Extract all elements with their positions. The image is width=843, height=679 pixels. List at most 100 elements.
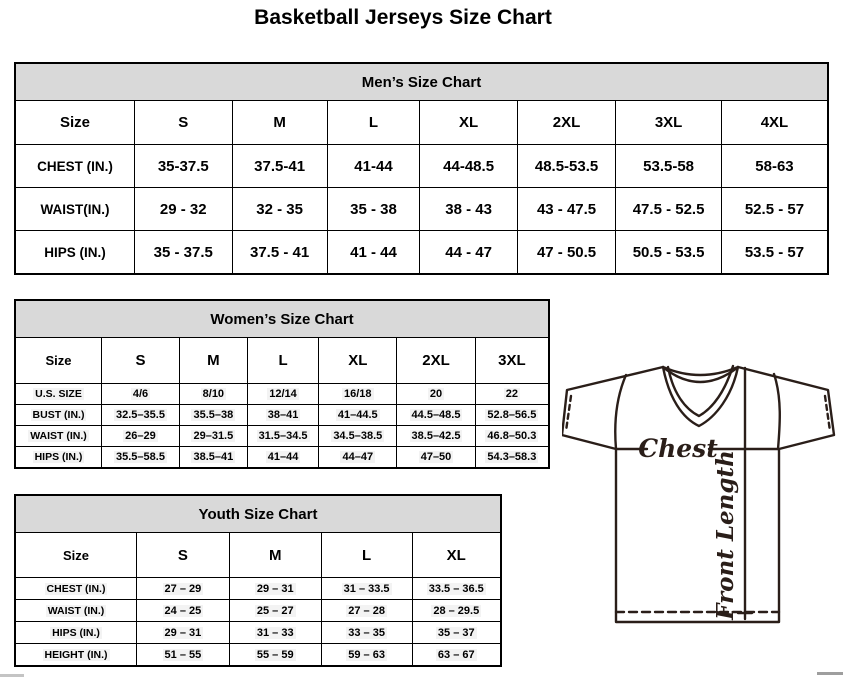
table-cell: 29 – 31 — [228, 577, 322, 600]
row-label-text: HIPS (IN.) — [32, 451, 85, 463]
row-label-text: HIPS (IN.) — [44, 244, 106, 260]
table-cell-text: 35 – 37 — [435, 626, 477, 639]
row-label: WAIST (IN.) — [14, 599, 137, 622]
table-cell-text: 50.5 - 53.5 — [632, 243, 705, 261]
table-cell-text: 28 – 29.5 — [431, 604, 482, 617]
table-cell-text: 27 – 28 — [346, 604, 387, 617]
table-cell: 31 – 33.5 — [320, 577, 413, 600]
table-cell-text: 53.5 - 57 — [744, 243, 805, 261]
table-cell: 44–47 — [318, 446, 398, 469]
mens-chart-title: Men’s Size Chart — [14, 62, 829, 101]
row-label: BUST (IN.) — [14, 404, 102, 426]
table-cell: 32 - 35 — [231, 187, 328, 231]
table-row: HIPS (IN.) 29 – 31 31 – 33 33 – 35 35 – 37 — [14, 621, 502, 644]
table-cell-text: 29 - 32 — [159, 200, 207, 218]
table-cell: 50.5 - 53.5 — [615, 230, 722, 275]
table-cell-text: 16/18 — [342, 388, 374, 400]
row-label-text: U.S. SIZE — [33, 388, 84, 400]
womens-chart-title: Women’s Size Chart — [14, 299, 550, 338]
column-header: L — [246, 337, 320, 384]
table-cell-text: 41 - 44 — [350, 243, 397, 261]
table-cell-text: 47 - 50.5 — [536, 243, 597, 261]
table-cell: 38–41 — [246, 404, 320, 426]
left-sleeve-stitch-dashes — [564, 394, 573, 433]
table-cell: 35 - 38 — [326, 187, 421, 231]
table-cell: 32.5–35.5 — [101, 404, 180, 426]
row-label-text: WAIST (IN.) — [45, 604, 107, 617]
row-label-text: HIPS (IN.) — [50, 626, 102, 639]
table-cell-text: 35.5–38 — [191, 409, 236, 421]
table-cell: 35.5–58.5 — [101, 446, 180, 469]
column-header: 4XL — [720, 100, 829, 145]
table-row: WAIST (IN.) 24 – 25 25 – 27 27 – 28 28 – 29.… — [14, 599, 502, 622]
table-cell: 51 – 55 — [136, 643, 230, 667]
table-cell: 29–31.5 — [178, 425, 248, 447]
table-cell: 26–29 — [101, 425, 180, 447]
column-header: Size — [14, 100, 135, 145]
table-cell: 35-37.5 — [134, 144, 233, 188]
table-cell-text: 4/6 — [130, 388, 151, 400]
table-cell-text: 12/14 — [267, 388, 299, 400]
row-label-text: HEIGHT (IN.) — [42, 648, 110, 661]
column-header: M — [231, 100, 328, 145]
table-cell: 25 – 27 — [228, 599, 322, 622]
table-cell-text: 58-63 — [755, 157, 794, 175]
table-cell: 53.5 - 57 — [720, 230, 829, 275]
row-label-text: BUST (IN.) — [30, 409, 87, 421]
table-cell-text: 41–44.5 — [335, 409, 380, 421]
table-cell: 29 – 31 — [136, 621, 230, 644]
table-cell: 41-44 — [326, 144, 421, 188]
scrollbar-fragment-left[interactable] — [0, 674, 24, 677]
table-cell: 38.5–42.5 — [396, 425, 476, 447]
table-title-row: Youth Size Chart — [14, 494, 502, 533]
column-header: Size — [14, 337, 102, 384]
table-cell: 35 - 37.5 — [134, 230, 233, 275]
table-cell: 16/18 — [318, 383, 398, 405]
table-cell-text: 47.5 - 52.5 — [632, 200, 705, 218]
table-cell: 63 – 67 — [411, 643, 502, 667]
scrollbar-fragment-right[interactable] — [817, 672, 843, 675]
table-cell-text: 29 – 31 — [254, 582, 296, 595]
table-row: BUST (IN.) 32.5–35.5 35.5–38 38–41 41–44.5 44… — [14, 404, 550, 426]
table-cell: 31 – 33 — [228, 621, 322, 644]
table-cell-text: 32.5–35.5 — [114, 409, 167, 421]
table-row: HIPS (IN.) 35.5–58.5 38.5–41 41–44 44–47 47–5… — [14, 446, 550, 469]
table-cell: 41 - 44 — [326, 230, 421, 275]
table-cell-text: 51 – 55 — [162, 648, 204, 661]
table-cell-text: 31.5–34.5 — [256, 430, 310, 442]
table-cell: 55 – 59 — [228, 643, 322, 667]
table-cell-text: 35.5–58.5 — [114, 451, 167, 463]
chest-label: Chest — [638, 434, 718, 463]
table-cell-text: 37.5-41 — [254, 157, 306, 175]
column-header: L — [326, 100, 421, 145]
table-cell-text: 44–47 — [340, 451, 376, 463]
table-row: WAIST (IN.) 26–29 29–31.5 31.5–34.5 34.5–38.… — [14, 425, 550, 447]
youth-size-chart-table: Youth Size Chart Size S M L XL CHEST (IN.) 27 –… — [14, 494, 502, 667]
table-cell: 34.5–38.5 — [318, 425, 398, 447]
armhole-seam-left — [614, 373, 628, 451]
table-cell-text: 33 – 35 — [346, 626, 387, 639]
mens-size-chart-table: Men’s Size Chart Size S M L XL 2XL 3XL 4XL CHEST … — [14, 62, 829, 275]
table-cell: 48.5-53.5 — [516, 144, 617, 188]
table-cell-text: 38–41 — [265, 409, 301, 421]
table-cell-text: 22 — [503, 388, 520, 400]
row-label: CHEST (IN.) — [14, 144, 135, 188]
jersey-outline — [562, 365, 836, 624]
table-cell-text: 35-37.5 — [157, 157, 209, 175]
table-cell-text: 41–44 — [265, 451, 301, 463]
row-label-text: CHEST (IN.) — [44, 582, 108, 595]
column-header: M — [228, 532, 322, 578]
table-cell: 53.5-58 — [615, 144, 722, 188]
table-cell: 24 – 25 — [136, 599, 230, 622]
table-cell: 38 - 43 — [419, 187, 518, 231]
table-cell-text: 26–29 — [123, 430, 158, 442]
table-cell-text: 27 – 29 — [162, 582, 204, 595]
table-row: WAIST(IN.) 29 - 32 32 - 35 35 - 38 38 - 43 43… — [14, 187, 829, 231]
table-cell: 33 – 35 — [320, 621, 413, 644]
row-label: HIPS (IN.) — [14, 446, 102, 469]
row-label: HIPS (IN.) — [14, 230, 135, 275]
table-row: U.S. SIZE 4/6 8/10 12/14 16/18 20 22 — [14, 383, 550, 405]
column-header: 3XL — [474, 337, 550, 384]
table-cell-text: 52.5 - 57 — [744, 200, 805, 218]
